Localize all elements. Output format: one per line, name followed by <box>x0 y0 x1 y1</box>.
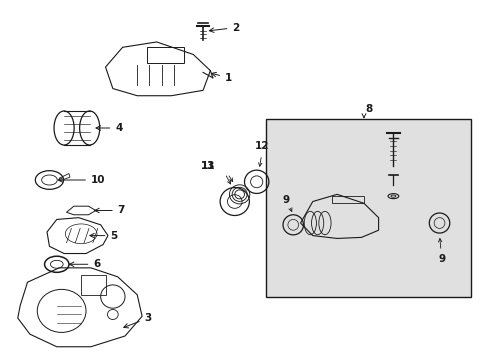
Bar <box>266 119 470 297</box>
Bar <box>331 196 363 203</box>
Bar <box>147 47 183 63</box>
Text: 9: 9 <box>438 253 445 264</box>
Text: 9: 9 <box>282 195 289 205</box>
Text: 10: 10 <box>58 175 105 185</box>
Text: 13: 13 <box>200 161 215 171</box>
Text: 6: 6 <box>69 259 101 269</box>
Text: 5: 5 <box>90 231 118 240</box>
Text: 12: 12 <box>254 141 268 151</box>
Text: 3: 3 <box>123 313 151 328</box>
Bar <box>81 275 105 295</box>
Text: 8: 8 <box>365 104 372 114</box>
Text: 11: 11 <box>200 161 215 171</box>
Text: 1: 1 <box>211 72 232 83</box>
Text: 7: 7 <box>95 206 125 216</box>
Text: 4: 4 <box>96 123 122 133</box>
Text: 2: 2 <box>209 23 239 33</box>
